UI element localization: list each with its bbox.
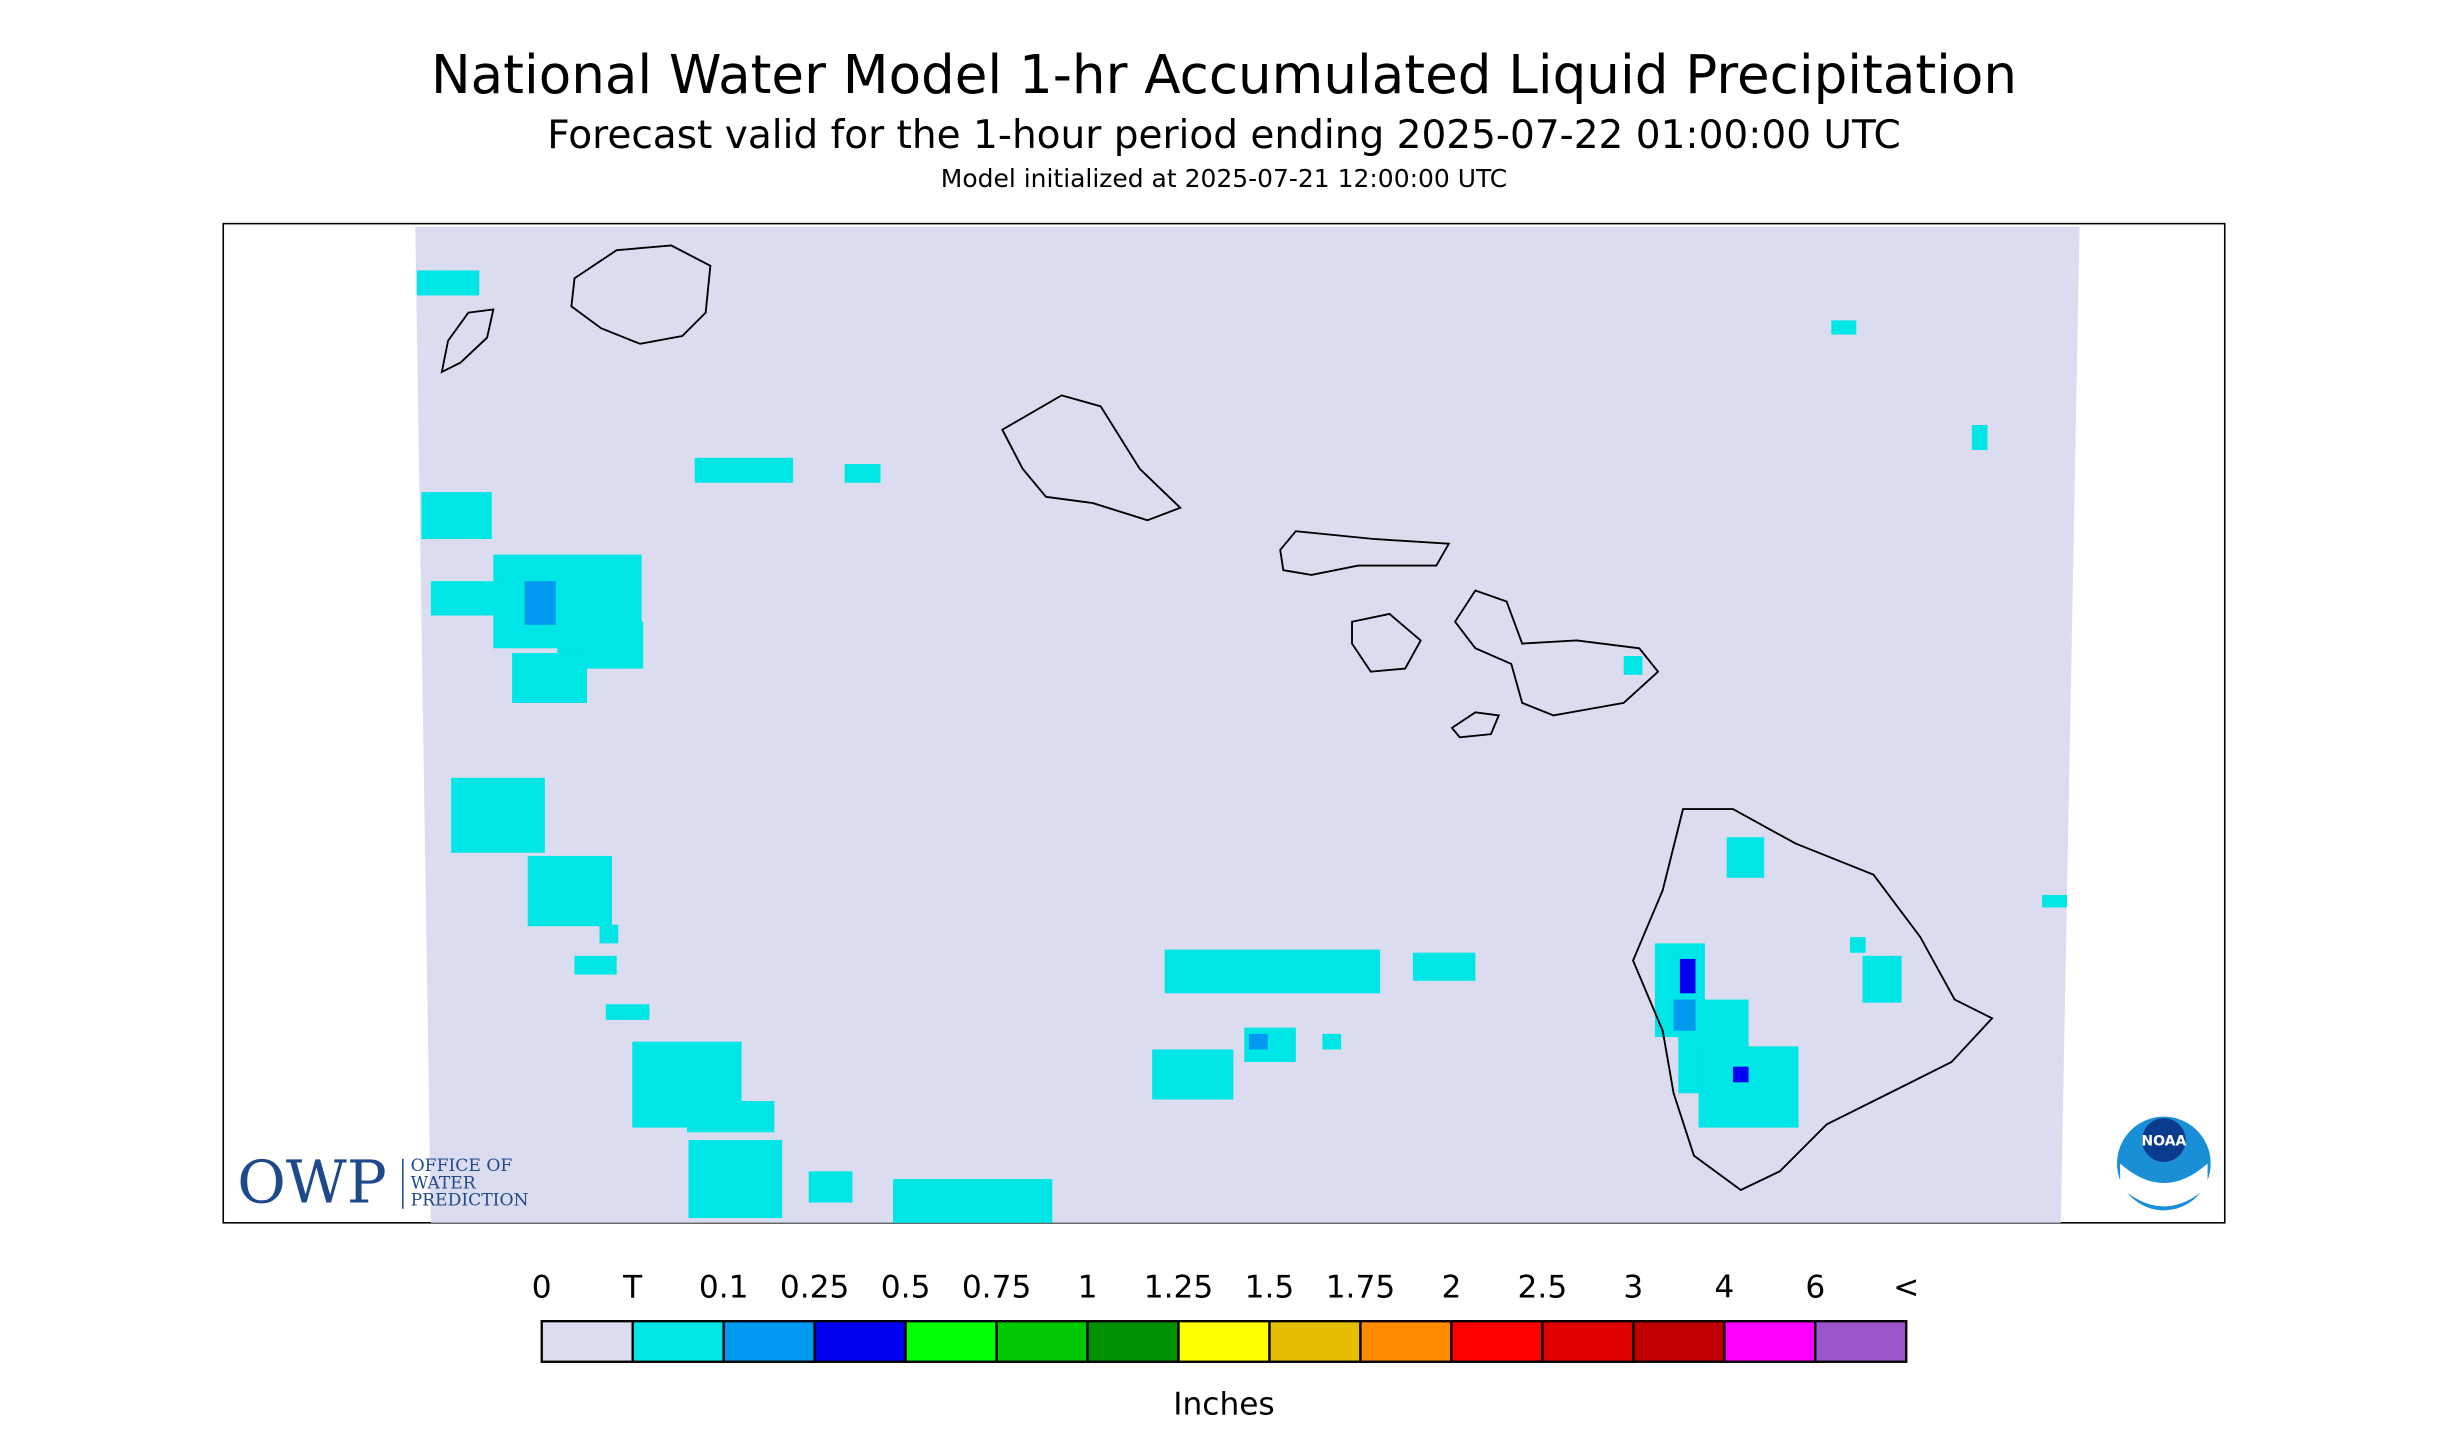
legend-label: 0	[532, 1269, 552, 1305]
legend-label: 1.25	[1144, 1269, 1214, 1305]
legend-label: 2	[1441, 1269, 1461, 1305]
legend-swatch	[1723, 1319, 1817, 1363]
legend-label: 3	[1623, 1269, 1643, 1305]
legend-label: T	[622, 1269, 643, 1305]
init-time: Model initialized at 2025-07-21 12:00:00…	[941, 164, 1507, 193]
legend-swatch	[1814, 1319, 1908, 1363]
noaa-logo: NOAA	[2117, 1116, 2211, 1211]
owp-mark: OWP	[237, 1147, 387, 1216]
legend-label: 1.5	[1245, 1269, 1295, 1305]
legend-swatch	[1177, 1319, 1271, 1363]
legend-unit: Inches	[1173, 1386, 1274, 1422]
owp-line: OFFICE OF	[411, 1156, 513, 1176]
legend-swatch	[1359, 1319, 1453, 1363]
legend-label: 6	[1805, 1269, 1825, 1305]
precip-areas	[416, 270, 2068, 1223]
legend-label: 0.5	[881, 1269, 931, 1305]
legend-label: 2.5	[1518, 1269, 1568, 1305]
legend-label: 1	[1078, 1269, 1098, 1305]
legend-label: 0.1	[699, 1269, 749, 1305]
legend-swatch	[995, 1319, 1089, 1363]
legend-swatch	[540, 1319, 634, 1363]
subtitle: Forecast valid for the 1-hour period end…	[547, 113, 1901, 158]
legend-swatch	[813, 1319, 907, 1363]
legend-label: 0.25	[780, 1269, 850, 1305]
legend-label: 0.75	[962, 1269, 1032, 1305]
legend-swatch	[1086, 1319, 1180, 1363]
legend-swatch	[722, 1319, 816, 1363]
legend-swatch	[1541, 1319, 1635, 1363]
owp-line: WATER	[411, 1173, 477, 1193]
owp-logo: OWP OFFICE OF WATER PREDICTION	[237, 1147, 528, 1216]
legend: 0 T 0.1 0.25 0.5 0.75 1 1.25 1.5 1.75 2 2.5 3 4 6 <	[532, 1269, 1919, 1363]
legend-swatch	[904, 1319, 998, 1363]
legend-swatch	[1450, 1319, 1544, 1363]
owp-line: PREDICTION	[411, 1190, 529, 1210]
legend-swatch	[1632, 1319, 1726, 1363]
legend-label: 1.75	[1326, 1269, 1396, 1305]
legend-swatch	[1268, 1319, 1362, 1363]
legend-label: <	[1893, 1269, 1919, 1305]
title: National Water Model 1-hr Accumulated Li…	[431, 44, 2017, 106]
legend-swatch	[631, 1319, 725, 1363]
coastlines	[440, 244, 1994, 1192]
noaa-text: NOAA	[2141, 1134, 2186, 1150]
map: OWP OFFICE OF WATER PREDICTION NOAA	[222, 222, 2226, 1224]
legend-label: 4	[1714, 1269, 1734, 1305]
